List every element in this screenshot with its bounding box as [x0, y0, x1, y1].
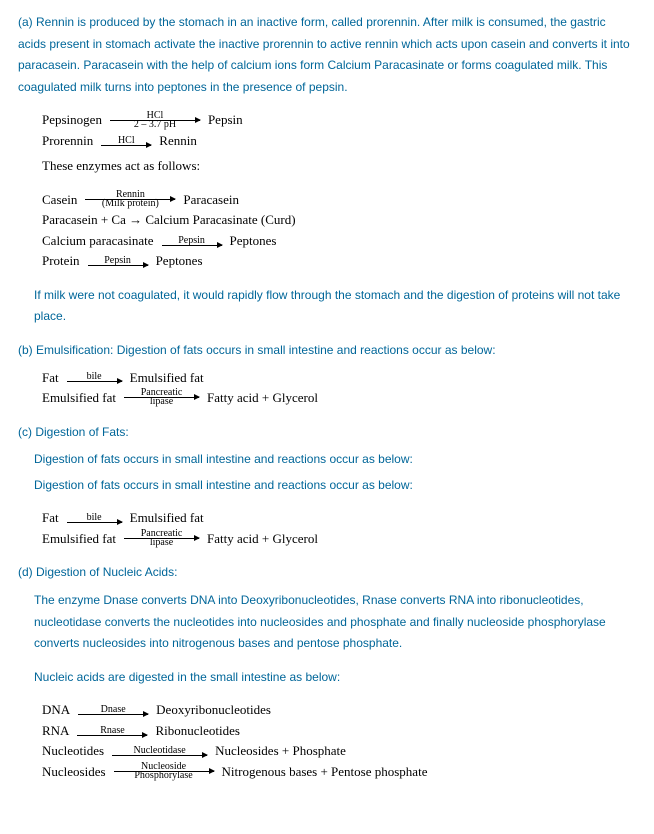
rx-left: Calcium paracasinate	[42, 231, 154, 251]
arrow-bottom: lipase	[150, 397, 173, 407]
section-c-heading: (c) Digestion of Fats:	[18, 422, 636, 444]
section-d-para2: Nucleic acids are digested in the small …	[18, 667, 636, 689]
rx-protein: Protein Pepsin Peptones	[42, 251, 636, 271]
rx-dna: DNA Dnase Deoxyribonucleotides	[42, 700, 636, 720]
rx-left: Fat	[42, 368, 59, 388]
rx-right: Rennin	[159, 131, 197, 151]
section-c-reactions: Fat bile Emulsified fat Emulsified fat P…	[26, 508, 636, 548]
arrow-icon: Pepsin	[160, 236, 224, 246]
rx-pepsinogen: Pepsinogen HCl 2 – 3.7 pH Pepsin	[42, 110, 636, 130]
rx-emulsified-fat-c: Emulsified fat Pancreatic lipase Fatty a…	[42, 529, 636, 549]
section-a-reactions-1: Pepsinogen HCl 2 – 3.7 pH Pepsin Prorenn…	[26, 110, 636, 176]
rx-right: Paracasein	[183, 190, 239, 210]
rx-left: Nucleosides	[42, 762, 106, 782]
arrow-icon: bile	[65, 513, 124, 523]
section-b-reactions: Fat bile Emulsified fat Emulsified fat P…	[26, 368, 636, 408]
rx-right: Peptones	[230, 231, 277, 251]
arrow-icon: Pancreatic lipase	[122, 388, 201, 407]
arrow-line	[110, 120, 200, 121]
section-a-para2: If milk were not coagulated, it would ra…	[18, 285, 636, 328]
rx-left: Emulsified fat	[42, 529, 116, 549]
arrow-line	[112, 755, 207, 756]
rx-emulsified-fat: Emulsified fat Pancreatic lipase Fatty a…	[42, 388, 636, 408]
arrow-bottom: Phosphorylase	[134, 771, 192, 781]
section-b-heading: (b) Emulsification: Digestion of fats oc…	[18, 340, 636, 362]
rx-casein: Casein Rennin (Milk protein) Paracasein	[42, 190, 636, 210]
arrow-bottom: (Milk protein)	[102, 199, 159, 209]
rx-nucleosides: Nucleosides Nucleoside Phosphorylase Nit…	[42, 762, 636, 782]
rx-rna: RNA Rnase Ribonucleotides	[42, 721, 636, 741]
arrow-line	[101, 145, 151, 146]
section-a-reactions-2: Casein Rennin (Milk protein) Paracasein …	[26, 190, 636, 271]
arrow-line	[162, 245, 222, 246]
rx-right: Emulsified fat	[130, 368, 204, 388]
arrow-line	[77, 735, 147, 736]
rx-left: Protein	[42, 251, 80, 271]
arrow-line	[85, 199, 175, 200]
rx-left: Casein	[42, 190, 77, 210]
section-c-line1: Digestion of fats occurs in small intest…	[18, 449, 636, 471]
rx-right: Nitrogenous bases + Pentose phosphate	[222, 762, 428, 782]
arrow-icon: Pepsin	[86, 256, 150, 266]
rx-left: DNA	[42, 700, 70, 720]
rx-right: Nucleosides + Phosphate	[215, 741, 346, 761]
arrow-icon: Dnase	[76, 705, 150, 715]
arrow-line	[124, 538, 199, 539]
rx-left: Emulsified fat	[42, 388, 116, 408]
rx-fat-bile: Fat bile Emulsified fat	[42, 368, 636, 388]
section-a-text1: Rennin is produced by the stomach in an …	[18, 15, 630, 94]
arrow-line	[67, 522, 122, 523]
rx-right: Deoxyribonucleotides	[156, 700, 271, 720]
arrow-icon: Nucleoside Phosphorylase	[112, 762, 216, 781]
section-d-reactions: DNA Dnase Deoxyribonucleotides RNA Rnase…	[26, 700, 636, 781]
rx-left: Pepsinogen	[42, 110, 102, 130]
rx-paracasein-ca: Paracasein + Ca → Calcium Paracasinate (…	[42, 210, 636, 230]
arrow-bottom: 2 – 3.7 pH	[134, 120, 176, 130]
arrow-icon: Rnase	[75, 726, 149, 736]
arrow-icon: bile	[65, 372, 124, 382]
arrow-line	[114, 771, 214, 772]
rx-right: Fatty acid + Glycerol	[207, 388, 318, 408]
arrow-line	[124, 397, 199, 398]
arrow-icon: HCl 2 – 3.7 pH	[108, 111, 202, 130]
arrow-line	[78, 714, 148, 715]
rx-fat-bile-c: Fat bile Emulsified fat	[42, 508, 636, 528]
rx-prorennin: Prorennin HCl Rennin	[42, 131, 636, 151]
section-d-para1: The enzyme Dnase converts DNA into Deoxy…	[18, 590, 636, 655]
rx-right: Pepsin	[208, 110, 243, 130]
arrow-icon: Nucleotidase	[110, 746, 209, 756]
arrow-icon: HCl	[99, 136, 153, 146]
arrow-icon: Rennin (Milk protein)	[83, 190, 177, 209]
rx-left: RNA	[42, 721, 69, 741]
section-c-line2: Digestion of fats occurs in small intest…	[18, 475, 636, 497]
rx-left: Fat	[42, 508, 59, 528]
section-a-para1: (a) Rennin is produced by the stomach in…	[18, 12, 636, 98]
arrow-line	[88, 265, 148, 266]
rx-left: Nucleotides	[42, 741, 104, 761]
rx-nucleotides: Nucleotides Nucleotidase Nucleosides + P…	[42, 741, 636, 761]
rx-right: Peptones	[156, 251, 203, 271]
arrow-bottom: lipase	[150, 538, 173, 548]
arrow-icon: Pancreatic lipase	[122, 529, 201, 548]
rx-right: Ribonucleotides	[155, 721, 240, 741]
section-a-label: (a)	[18, 15, 33, 29]
rx-right: Fatty acid + Glycerol	[207, 529, 318, 549]
arrow-line	[67, 381, 122, 382]
rx-calcium-paracasinate: Calcium paracasinate Pepsin Peptones	[42, 231, 636, 251]
rx-right: Emulsified fat	[130, 508, 204, 528]
rx-left: Prorennin	[42, 131, 93, 151]
section-d-heading: (d) Digestion of Nucleic Acids:	[18, 562, 636, 584]
enzymes-follows: These enzymes act as follows:	[42, 156, 636, 176]
